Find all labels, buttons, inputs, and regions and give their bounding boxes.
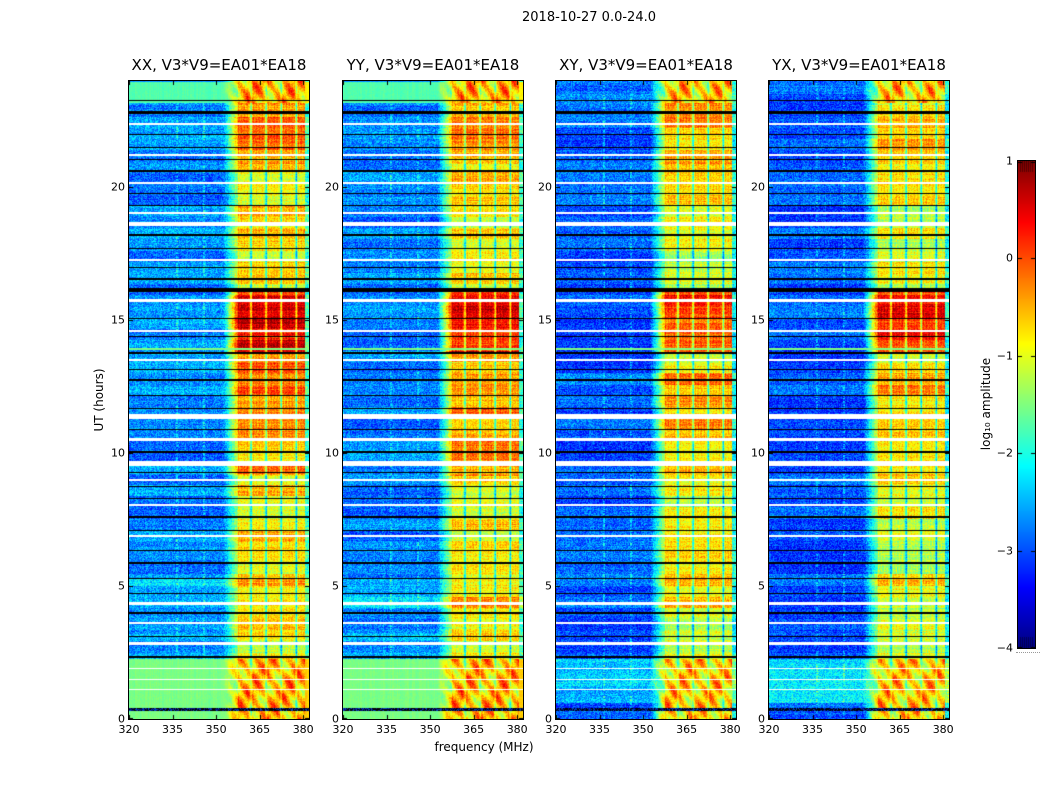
- panel-title-xx: XX, V3*V9=EA01*EA18: [131, 56, 307, 74]
- y-tick-label-10: 10: [751, 446, 765, 460]
- y-tick-label-0: 0: [545, 712, 552, 726]
- y-tick-label-0: 0: [332, 712, 339, 726]
- spectrogram-panel-xy: [555, 80, 737, 720]
- colorbar-tick-label-1: 1: [1006, 154, 1013, 168]
- panel-title-yy: YY, V3*V9=EA01*EA18: [346, 56, 520, 74]
- colorbar-canvas: [1018, 161, 1035, 648]
- spectrogram-panel-yx: [768, 80, 950, 720]
- spectrogram-canvas-xx: [129, 81, 309, 719]
- colorbar-tick-label--1: −1: [996, 349, 1013, 363]
- y-tick-label-5: 5: [332, 579, 339, 593]
- y-tick-label-20: 20: [325, 180, 339, 194]
- x-tick-label-335: 335: [162, 723, 184, 736]
- x-tick-label-365: 365: [889, 723, 911, 736]
- x-tick-label-335: 335: [589, 723, 611, 736]
- y-tick-label-15: 15: [538, 313, 552, 327]
- spectrogram-canvas-xy: [556, 81, 736, 719]
- y-tick-label-5: 5: [545, 579, 552, 593]
- y-tick-label-15: 15: [751, 313, 765, 327]
- y-tick-label-5: 5: [758, 579, 765, 593]
- x-tick-label-350: 350: [205, 723, 227, 736]
- y-tick-label-15: 15: [111, 313, 125, 327]
- x-tick-label-365: 365: [463, 723, 485, 736]
- colorbar-tick-label-0: 0: [1006, 251, 1013, 265]
- y-tick-label-10: 10: [538, 446, 552, 460]
- x-tick-label-350: 350: [632, 723, 654, 736]
- colorbar-dotted-mark: [1016, 652, 1040, 653]
- x-tick-label-320: 320: [332, 723, 354, 736]
- colorbar: [1017, 160, 1036, 649]
- panel-title-yx: YX, V3*V9=EA01*EA18: [772, 56, 946, 74]
- y-tick-label-15: 15: [325, 313, 339, 327]
- x-tick-label-365: 365: [249, 723, 271, 736]
- figure-title: 2018-10-27 0.0-24.0: [522, 10, 656, 25]
- x-tick-label-335: 335: [802, 723, 824, 736]
- colorbar-tick-label--2: −2: [996, 446, 1013, 460]
- x-tick-label-320: 320: [758, 723, 780, 736]
- x-tick-label-380: 380: [719, 723, 741, 736]
- y-tick-label-10: 10: [325, 446, 339, 460]
- x-tick-label-350: 350: [419, 723, 441, 736]
- y-tick-label-10: 10: [111, 446, 125, 460]
- x-tick-label-380: 380: [292, 723, 314, 736]
- x-axis-label: frequency (MHz): [434, 740, 534, 754]
- x-tick-label-320: 320: [118, 723, 140, 736]
- y-tick-label-20: 20: [111, 180, 125, 194]
- x-tick-label-380: 380: [932, 723, 954, 736]
- spectrogram-canvas-yy: [343, 81, 523, 719]
- colorbar-tick-label--4: −4: [996, 641, 1013, 655]
- spectrogram-panel-xx: [128, 80, 310, 720]
- y-tick-label-0: 0: [758, 712, 765, 726]
- colorbar-label: log₁₀ amplitude: [979, 357, 993, 451]
- panel-title-xy: XY, V3*V9=EA01*EA18: [559, 56, 733, 74]
- x-tick-label-335: 335: [376, 723, 398, 736]
- y-tick-label-0: 0: [118, 712, 125, 726]
- y-tick-label-5: 5: [118, 579, 125, 593]
- x-tick-label-380: 380: [506, 723, 528, 736]
- x-tick-label-320: 320: [545, 723, 567, 736]
- y-axis-label: UT (hours): [92, 368, 106, 432]
- spectrogram-panel-yy: [342, 80, 524, 720]
- y-tick-label-20: 20: [538, 180, 552, 194]
- x-tick-label-365: 365: [676, 723, 698, 736]
- colorbar-tick-label--3: −3: [996, 544, 1013, 558]
- y-tick-label-20: 20: [751, 180, 765, 194]
- x-tick-label-350: 350: [845, 723, 867, 736]
- spectrogram-canvas-yx: [769, 81, 949, 719]
